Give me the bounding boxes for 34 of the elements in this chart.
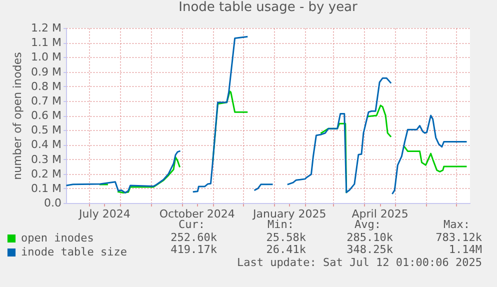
text: Max: bbox=[444, 218, 470, 231]
chart-title: Inode table usage - by year bbox=[178, 0, 358, 15]
y-tick-label: 0.9 M bbox=[31, 65, 62, 78]
text: Cur: bbox=[178, 218, 205, 231]
y-tick-label: 0.7 M bbox=[31, 94, 62, 108]
text: Min: bbox=[268, 218, 294, 231]
y-tick-label: 0.3 M bbox=[31, 152, 62, 166]
text: 783.12k bbox=[436, 230, 482, 244]
x-tick-label: October 2024 bbox=[159, 208, 235, 220]
y-axis-title: number of open inodes bbox=[11, 52, 24, 180]
y-tick-label: 0.5 M bbox=[31, 124, 62, 137]
y-tick-label: 1.1 M bbox=[31, 36, 62, 50]
text: 419.17k bbox=[170, 243, 217, 256]
text: 348.25k bbox=[346, 243, 393, 256]
text: 1.14M bbox=[448, 243, 482, 256]
legend-label: open inodes bbox=[21, 232, 94, 244]
text: Avg: bbox=[354, 218, 381, 231]
y-tick-label: 0.1 M bbox=[31, 182, 62, 195]
x-tick-label: July 2024 bbox=[78, 208, 130, 220]
text: Last update: Sat Jul 12 01:00:06 2025 bbox=[236, 256, 482, 269]
x-tick-label: April 2025 bbox=[352, 208, 408, 220]
text: 252.60k bbox=[170, 230, 217, 244]
y-tick-label: 1.0 M bbox=[31, 50, 62, 64]
text: 25.58k bbox=[266, 230, 306, 244]
y-tick-label: 0.2 M bbox=[31, 167, 62, 180]
y-tick-label: 0.0 bbox=[44, 196, 62, 210]
y-tick-label: 1.2 M bbox=[31, 22, 62, 34]
text: 26.41k bbox=[266, 243, 306, 256]
text: 285.10k bbox=[346, 230, 393, 244]
y-tick-label: 0.6 M bbox=[31, 109, 62, 122]
y-tick-label: 0.4 M bbox=[31, 138, 62, 152]
legend-label: inode table size bbox=[21, 246, 127, 258]
x-tick-label: January 2025 bbox=[252, 208, 326, 220]
y-tick-label: 0.8 M bbox=[31, 80, 62, 93]
